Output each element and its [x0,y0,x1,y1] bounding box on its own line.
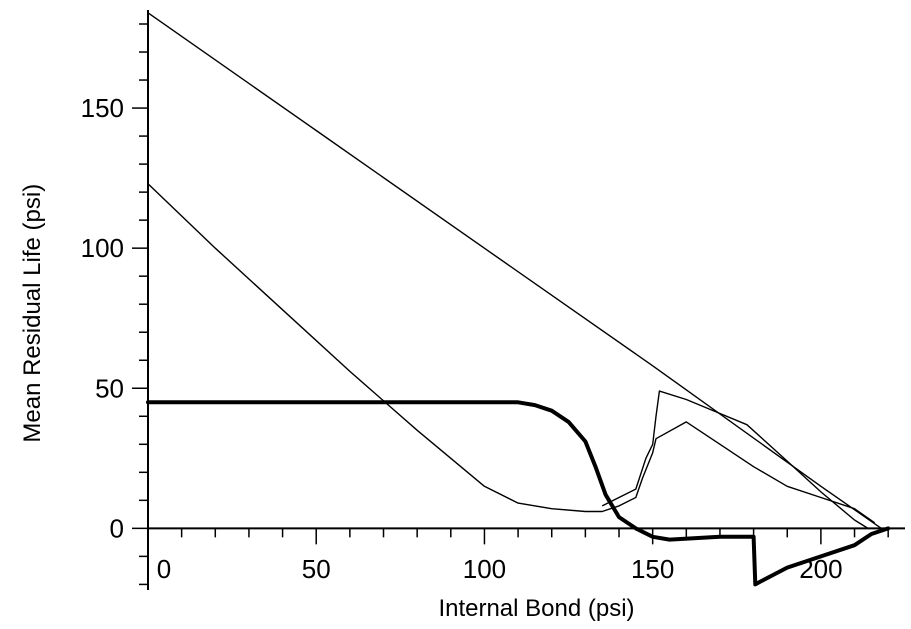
y-axis-label: Mean Residual Life (psi) [19,184,46,443]
axes [147,10,905,590]
y-tick-label: 150 [81,93,124,123]
series-line-3 [601,390,869,529]
x-tick-label: 100 [463,554,506,584]
ticks: 0 50 100 150 200 0 50 100 150 [81,23,889,586]
y-tick-label: 0 [110,513,124,543]
x-tick-label: 150 [631,554,674,584]
series-line-2 [147,183,876,524]
x-tick-label: 200 [799,554,842,584]
plot-area [146,12,891,587]
x-tick-label: 50 [302,554,331,584]
y-tick-label: 100 [81,233,124,263]
series-line-4 [146,400,891,587]
series-line-1 [147,12,882,529]
x-axis-label: Internal Bond (psi) [438,595,634,622]
y-tick-label: 50 [95,373,124,403]
x-tick-label: 0 [157,554,171,584]
